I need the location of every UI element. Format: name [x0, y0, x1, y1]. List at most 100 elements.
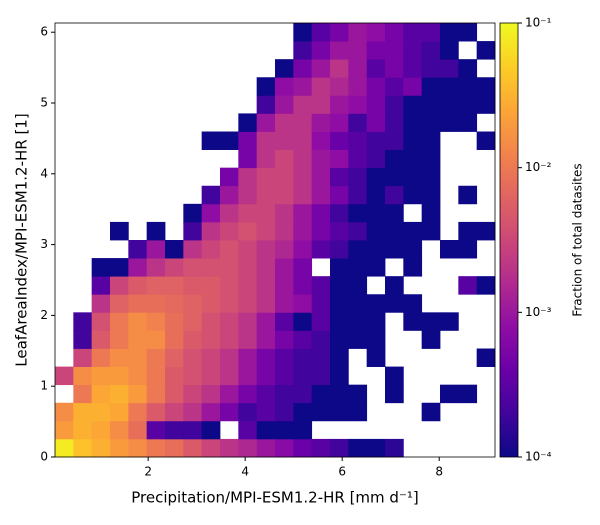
heatmap-cell	[311, 149, 331, 169]
heatmap-cell	[220, 438, 239, 458]
heatmap-cell	[165, 384, 184, 404]
heatmap-cell	[256, 312, 276, 331]
heatmap-cell	[476, 131, 496, 150]
heatmap-cell	[256, 203, 276, 223]
heatmap-cell	[165, 276, 184, 295]
heatmap-cell	[275, 185, 294, 205]
heatmap-cell	[165, 402, 184, 422]
heatmap-cell	[110, 258, 129, 277]
heatmap-cell	[421, 203, 441, 223]
heatmap-cell	[476, 348, 496, 367]
heatmap-cell	[403, 240, 423, 259]
heatmap-cell	[348, 41, 368, 60]
heatmap-cell	[458, 59, 478, 78]
heatmap-cell	[275, 384, 294, 404]
heatmap-cell	[311, 131, 331, 150]
heatmap-cell	[201, 131, 221, 150]
heatmap-cell	[311, 438, 331, 458]
heatmap-cell	[366, 167, 386, 187]
heatmap-cell	[238, 240, 258, 259]
heatmap-cell	[330, 167, 349, 187]
heatmap-cell	[275, 330, 294, 349]
heatmap-cell	[91, 276, 111, 295]
heatmap-cell	[348, 131, 368, 150]
heatmap-cell	[385, 149, 404, 169]
heatmap-cell	[91, 384, 111, 404]
heatmap-cell	[330, 149, 349, 169]
heatmap-cell	[238, 438, 258, 458]
heatmap-cell	[293, 240, 313, 259]
heatmap-cell	[385, 167, 404, 187]
colorbar-tick-label: 10⁻³	[525, 305, 552, 319]
heatmap-cell	[201, 276, 221, 295]
heatmap-cell	[403, 312, 423, 331]
heatmap-cell	[183, 438, 203, 458]
heatmap-cell	[293, 149, 313, 169]
heatmap-cell	[385, 221, 404, 241]
heatmap-cell	[128, 366, 148, 386]
heatmap-cell	[421, 312, 441, 331]
heatmap-cell	[165, 438, 184, 458]
heatmap-cell	[55, 402, 74, 422]
heatmap-cell	[55, 366, 74, 386]
heatmap-cell	[348, 330, 368, 349]
heatmap-cell	[201, 330, 221, 349]
heatmap-cell	[366, 258, 386, 277]
heatmap-cell	[91, 312, 111, 331]
heatmap-cell	[293, 77, 313, 96]
heatmap-cell	[311, 95, 331, 114]
heatmap-cell	[256, 420, 276, 440]
heatmap-cell	[348, 276, 368, 295]
heatmap-cell	[293, 276, 313, 295]
heatmap-cell	[403, 221, 423, 241]
heatmap-cell	[330, 402, 349, 422]
heatmap-cell	[403, 258, 423, 277]
heatmap-cell	[275, 312, 294, 331]
heatmap-cell	[183, 402, 203, 422]
heatmap-cell	[256, 240, 276, 259]
heatmap-cell	[275, 258, 294, 277]
heatmap-cell	[201, 203, 221, 223]
heatmap-cell	[238, 312, 258, 331]
colorbar	[499, 22, 519, 458]
heatmap-cell	[311, 77, 331, 96]
heatmap-cell	[421, 149, 441, 169]
heatmap-cell	[366, 438, 386, 458]
heatmap-cell	[73, 330, 93, 349]
heatmap-cell	[128, 384, 148, 404]
heatmap-cell	[293, 438, 313, 458]
heatmap-cell	[385, 294, 404, 313]
heatmap-cell	[366, 312, 386, 331]
heatmap-cell	[220, 348, 239, 367]
heatmap-cell	[330, 384, 349, 404]
heatmap-cell	[220, 203, 239, 223]
heatmap-cell	[238, 402, 258, 422]
heatmap-cell	[458, 77, 478, 96]
heatmap-cell	[256, 131, 276, 150]
heatmap-cell	[458, 95, 478, 114]
heatmap-cell	[348, 59, 368, 78]
heatmap-cell	[128, 420, 148, 440]
heatmap-cell	[330, 258, 349, 277]
heatmap-cell	[330, 41, 349, 60]
heatmap-cell	[220, 312, 239, 331]
heatmap-cell	[73, 402, 93, 422]
heatmap-cell	[311, 402, 331, 422]
heatmap-cell	[293, 185, 313, 205]
heatmap-cell	[421, 23, 441, 42]
heatmap-cell	[201, 258, 221, 277]
heatmap-cell	[91, 438, 111, 458]
heatmap-cell	[128, 402, 148, 422]
heatmap-cell	[403, 59, 423, 78]
heatmap-cell	[458, 240, 478, 259]
heatmap-cell	[220, 131, 239, 150]
heatmap-cell	[110, 420, 129, 440]
heatmap-cell	[293, 41, 313, 60]
heatmap-cell	[201, 402, 221, 422]
heatmap-cell	[385, 185, 404, 205]
heatmap-cell	[238, 276, 258, 295]
heatmap-cell	[275, 348, 294, 367]
heatmap-cell	[256, 185, 276, 205]
heatmap-cell	[330, 276, 349, 295]
heatmap-cell	[421, 77, 441, 96]
